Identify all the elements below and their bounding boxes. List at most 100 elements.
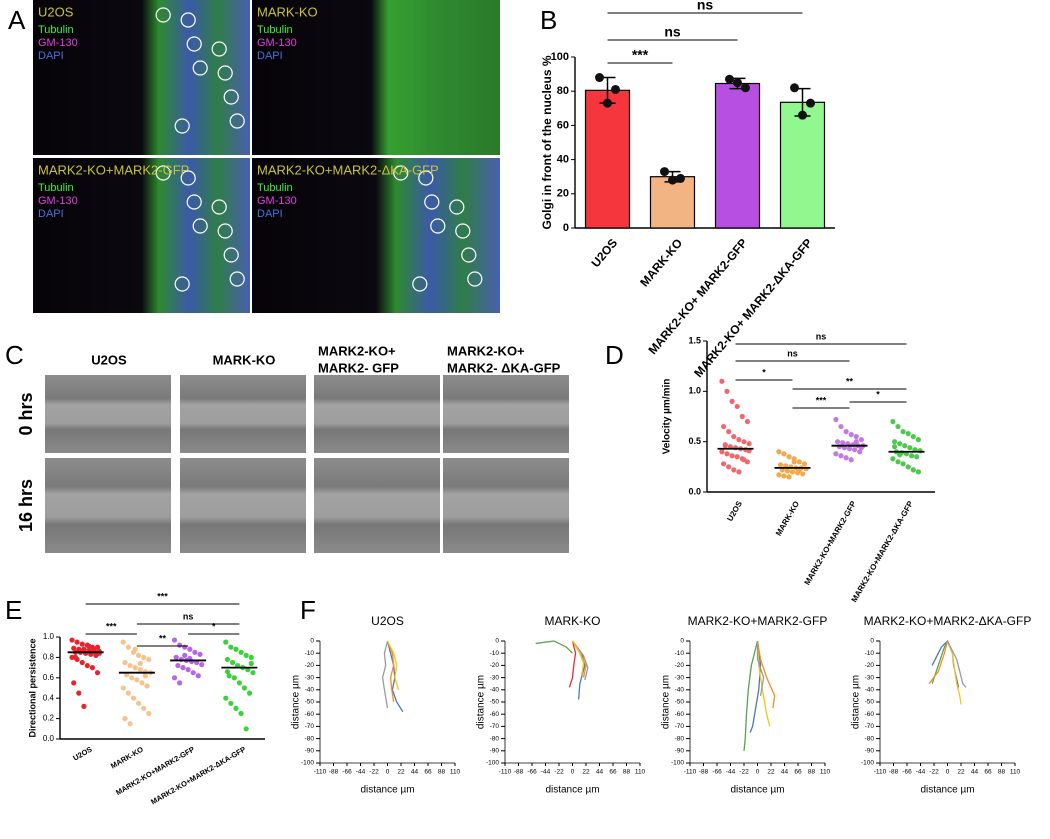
x-tick-label: -22 bbox=[554, 769, 564, 776]
y-tick-label: -10 bbox=[675, 650, 685, 657]
x-tick-label: -110 bbox=[684, 769, 697, 776]
y-tick-label: -40 bbox=[305, 687, 315, 694]
golgi-marker bbox=[155, 165, 171, 181]
y-tick-label: -70 bbox=[305, 723, 315, 730]
x-tick-label: 22 bbox=[397, 769, 405, 776]
x-axis-label: distance µm bbox=[730, 785, 784, 796]
data-point bbox=[778, 462, 784, 468]
y-tick-label: 0.6 bbox=[43, 673, 55, 682]
data-point bbox=[226, 673, 232, 679]
data-point bbox=[86, 643, 92, 649]
data-point bbox=[739, 413, 745, 420]
stain-label: DAPI bbox=[257, 50, 283, 62]
significance-label: ns bbox=[183, 611, 194, 621]
data-point bbox=[838, 423, 844, 430]
replicate-point bbox=[733, 78, 742, 88]
data-point bbox=[248, 660, 254, 667]
data-point bbox=[791, 459, 797, 465]
x-tick-label: 88 bbox=[438, 769, 446, 776]
x-tick-label: 66 bbox=[984, 769, 992, 776]
data-point bbox=[135, 700, 142, 706]
data-point bbox=[171, 675, 178, 681]
x-tick-label: MARK2-KO+MARK2-ΔKA-GFP bbox=[850, 499, 916, 604]
replicate-point bbox=[790, 83, 799, 93]
y-tick-label: -100 bbox=[671, 760, 684, 767]
image-title: MARK2-KO+MARK2-GFP bbox=[38, 162, 189, 177]
x-tick-label: 44 bbox=[411, 769, 419, 776]
x-tick-label: -66 bbox=[527, 769, 537, 776]
data-point bbox=[914, 454, 920, 460]
data-point bbox=[141, 654, 147, 661]
column-title: U2OS bbox=[91, 352, 127, 367]
data-point bbox=[721, 423, 727, 430]
data-point bbox=[789, 469, 796, 475]
replicate-point bbox=[741, 83, 750, 93]
data-point bbox=[127, 721, 133, 727]
x-tick-label: -88 bbox=[889, 769, 899, 776]
data-point bbox=[910, 434, 916, 440]
data-point bbox=[800, 471, 806, 477]
golgi-marker bbox=[229, 113, 245, 129]
data-point bbox=[848, 432, 854, 438]
x-axis-label: distance µm bbox=[360, 785, 414, 796]
y-tick-label: 0.5 bbox=[688, 436, 701, 446]
stain-label: Tubulin bbox=[257, 24, 293, 36]
x-tick-label: MARK-KO bbox=[774, 500, 801, 538]
x-tick-label: -22 bbox=[929, 769, 939, 776]
phase-image bbox=[180, 375, 306, 453]
data-point bbox=[132, 646, 138, 652]
golgi-marker bbox=[449, 199, 465, 215]
phase-image bbox=[314, 375, 440, 453]
track bbox=[743, 640, 759, 751]
data-point bbox=[238, 649, 244, 655]
golgi-marker bbox=[180, 170, 196, 186]
x-tick-label: -88 bbox=[329, 769, 339, 776]
data-point bbox=[120, 639, 126, 645]
x-tick-label: -66 bbox=[902, 769, 912, 776]
phase-image bbox=[443, 375, 569, 453]
data-point bbox=[146, 710, 152, 717]
track bbox=[946, 640, 967, 688]
stain-label: GM-130 bbox=[38, 195, 78, 207]
data-point bbox=[843, 455, 849, 461]
x-tick-label: U2OS bbox=[588, 236, 620, 270]
significance-label: *** bbox=[632, 47, 649, 63]
y-tick-label: -60 bbox=[675, 711, 685, 718]
significance-label: ns bbox=[787, 348, 798, 358]
data-point bbox=[852, 447, 858, 453]
data-point bbox=[719, 449, 725, 455]
x-tick-label: 44 bbox=[781, 769, 789, 776]
data-point bbox=[125, 644, 131, 650]
y-tick-label: -50 bbox=[490, 699, 500, 706]
data-point bbox=[79, 659, 85, 666]
data-point bbox=[890, 418, 896, 425]
y-tick-label: -80 bbox=[675, 735, 685, 742]
track bbox=[386, 640, 395, 703]
golgi-marker bbox=[223, 247, 239, 263]
data-point bbox=[134, 677, 140, 683]
chart-title: U2OS bbox=[371, 614, 404, 628]
x-tick-label: 22 bbox=[767, 769, 775, 776]
data-point bbox=[137, 660, 143, 667]
data-point bbox=[734, 454, 740, 460]
y-tick-label: -60 bbox=[865, 711, 875, 718]
data-point bbox=[853, 434, 859, 440]
significance-label: ** bbox=[159, 633, 167, 643]
data-point bbox=[910, 467, 916, 473]
phase-image bbox=[180, 458, 306, 553]
data-point bbox=[897, 452, 903, 458]
row-label: 16 hrs bbox=[16, 479, 36, 532]
replicate-point bbox=[611, 84, 620, 94]
track bbox=[386, 640, 400, 690]
golgi-marker bbox=[211, 199, 227, 215]
x-tick-label: -110 bbox=[499, 769, 512, 776]
golgi-marker bbox=[186, 36, 202, 52]
stain-label: Tubulin bbox=[38, 182, 74, 194]
y-tick-label: 0.8 bbox=[43, 653, 55, 662]
y-tick-label: -50 bbox=[675, 699, 685, 706]
data-point bbox=[127, 662, 133, 669]
data-point bbox=[892, 444, 898, 450]
stain-label: GM-130 bbox=[257, 37, 297, 49]
y-tick-label: -20 bbox=[305, 662, 315, 669]
data-point bbox=[195, 673, 201, 679]
